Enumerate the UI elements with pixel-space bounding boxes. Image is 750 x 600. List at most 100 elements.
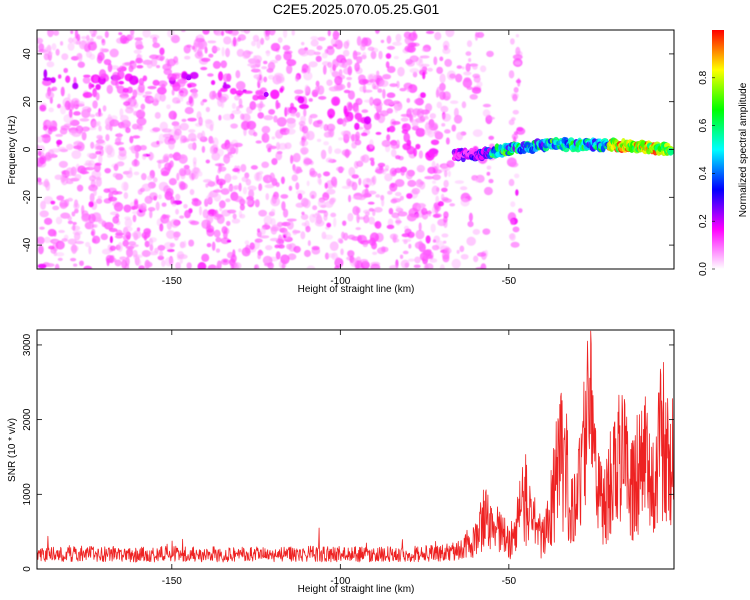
spectrogram-cell — [305, 225, 311, 233]
spectrogram-cell — [472, 73, 481, 79]
spectrogram-cell — [254, 199, 260, 208]
spectrogram-cell — [429, 258, 438, 263]
spectrogram-cell — [222, 113, 233, 121]
spectrogram-cell — [304, 84, 310, 95]
spectrogram-cell — [338, 69, 343, 76]
spectrogram-cell — [136, 204, 144, 209]
spectrogram-cell — [263, 76, 268, 83]
spectrogram-cell — [265, 244, 273, 251]
spectrogram-cell — [109, 123, 113, 132]
spectrogram-cell — [123, 192, 129, 200]
spectrogram-cell — [287, 120, 296, 129]
spectrogram-cell — [443, 179, 449, 188]
y-tick-label: 20 — [22, 96, 33, 108]
spectrogram-cell — [244, 240, 250, 245]
spectrogram-cell — [115, 229, 123, 236]
spectrogram-cell — [427, 166, 436, 174]
spectrogram-cell — [187, 143, 195, 150]
spectrogram-cell — [98, 154, 103, 164]
spectrogram-cell — [234, 95, 240, 101]
spectrogram-cell — [109, 255, 115, 264]
spectrogram-cell — [72, 221, 77, 225]
spectrogram-cell — [310, 36, 319, 41]
spectrogram-cell — [212, 60, 221, 69]
spectrogram-cell — [238, 248, 242, 253]
spectrogram-cell — [82, 91, 93, 98]
spectrogram-cell — [138, 265, 145, 269]
spectrogram-cell — [176, 155, 185, 159]
spectrogram-cell — [39, 210, 49, 218]
spectrogram-cell — [367, 201, 375, 205]
spectrogram-cell — [44, 152, 52, 161]
spectrogram-cell — [82, 215, 89, 222]
spectrogram-cell — [104, 144, 114, 154]
spectrogram-cell — [155, 201, 160, 211]
spectrogram-cell — [58, 74, 62, 79]
y-tick-label: -40 — [22, 237, 33, 252]
x-tick-label: -100 — [330, 276, 350, 287]
spectrogram-cell — [180, 30, 186, 33]
spectrogram-cell — [240, 113, 245, 120]
spectrogram-cell — [341, 118, 347, 127]
spectrogram-cell — [352, 205, 360, 216]
spectrogram-cell — [98, 136, 103, 142]
spectrogram-cell — [55, 252, 65, 257]
spectrogram-cell — [218, 71, 224, 81]
spectrogram-cell — [370, 160, 375, 167]
spectrogram-cell — [514, 61, 521, 65]
spectrogram-cell — [247, 185, 257, 191]
spectrogram-cell — [324, 252, 330, 260]
spectrogram-cell — [368, 207, 375, 212]
spectrogram-cell — [136, 117, 147, 126]
y-tick-label: 0 — [22, 146, 33, 152]
spectrogram-cell — [354, 106, 360, 115]
spectrogram-cell — [110, 79, 119, 86]
spectrogram-cell — [225, 143, 235, 153]
spectrogram-cell — [137, 189, 143, 195]
spectrogram-cell — [515, 46, 521, 56]
spectrogram-cell — [317, 36, 326, 41]
spectrogram-cell — [38, 43, 45, 52]
spectrogram-cell — [216, 178, 226, 186]
spectrogram-cell — [143, 234, 148, 241]
spectrogram-cell — [226, 220, 231, 227]
spectrogram-cell — [125, 107, 134, 114]
spectrogram-cell — [395, 155, 401, 160]
spectrogram-cell — [170, 218, 180, 228]
spectrogram-cell — [138, 54, 143, 59]
spectrogram-cell — [356, 56, 363, 64]
spectrogram-cell — [60, 173, 66, 183]
spectrogram-cell — [356, 213, 360, 224]
spectrogram-cell — [138, 78, 145, 86]
spectrogram-cell — [327, 45, 334, 50]
spectrogram-cell — [270, 208, 276, 215]
spectrogram-cell — [263, 215, 273, 226]
spectrogram-cell — [391, 212, 400, 219]
spectrogram-cell — [406, 87, 411, 93]
spectrogram-cell — [436, 86, 442, 97]
spectrogram-cell — [213, 229, 221, 238]
spectrogram-spot — [186, 75, 192, 81]
spectrogram-cell — [377, 162, 386, 168]
spectrogram-cell — [441, 123, 446, 127]
spectrogram-cell — [101, 38, 106, 46]
colorbar: 0.0 0.2 0.4 0.6 0.8 Normalized spectral ampl… — [698, 30, 749, 276]
spectrogram-cell — [315, 85, 320, 93]
spectrogram-cell — [435, 195, 440, 204]
spectrogram-cell — [71, 98, 80, 105]
spectrogram-cell — [385, 53, 392, 59]
spectrogram-cell — [260, 227, 266, 235]
spectrogram-cell — [295, 202, 305, 208]
spectrogram-cell — [189, 220, 200, 226]
spectrogram-cell — [294, 89, 304, 95]
spectrogram-cell — [207, 40, 217, 44]
snr-frame — [36, 329, 675, 570]
spectrogram-cell — [284, 142, 292, 150]
spectrogram-cell — [358, 99, 363, 104]
spectrogram-cell — [78, 53, 83, 63]
spectrogram-cell — [271, 158, 278, 166]
spectrogram-cell — [263, 115, 274, 121]
spectrogram-cell — [59, 41, 64, 46]
spectrogram-cell — [89, 175, 97, 182]
spectrogram-cell — [275, 76, 285, 84]
